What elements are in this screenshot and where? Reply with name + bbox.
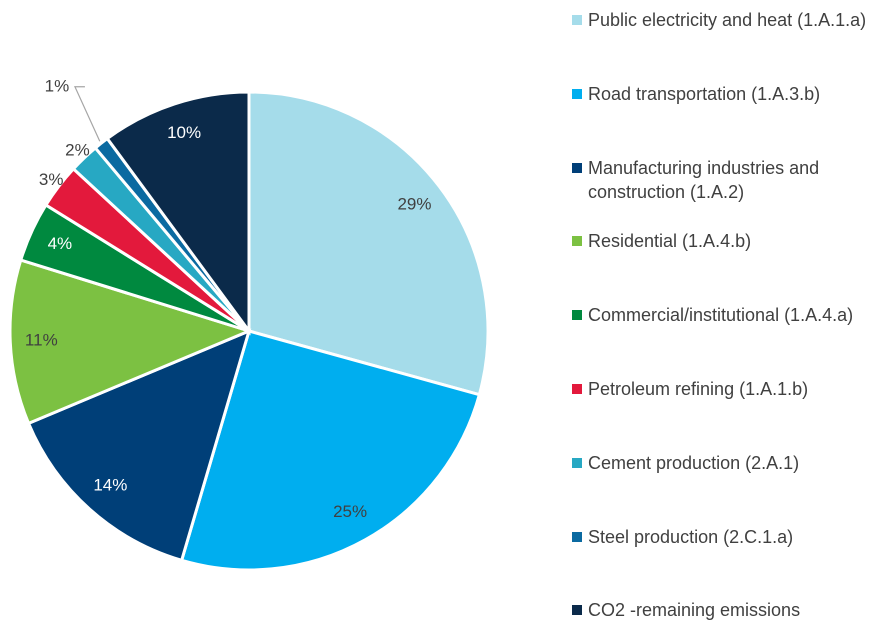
legend-item: Steel production (2.C.1.a) <box>572 525 872 549</box>
legend-item: Commercial/institutional (1.A.4.a) <box>572 303 872 327</box>
legend-item: Manufacturing industries and constructio… <box>572 156 872 204</box>
data-label: 1% <box>45 76 70 95</box>
data-label: 11% <box>25 330 58 349</box>
legend-swatch <box>572 162 582 173</box>
legend-label: CO2 -remaining emissions <box>588 600 801 621</box>
pie-slice <box>26 328 252 563</box>
legend-label: Petroleum refining (1.A.1.b) <box>588 379 809 399</box>
legend-swatch <box>572 384 582 394</box>
legend-item: Petroleum refining (1.A.1.b) <box>572 377 872 401</box>
legend-item: Residential (1.A.4.b) <box>572 229 872 253</box>
legend-label: Steel production (2.C.1.a) <box>588 526 794 547</box>
pie-slice <box>179 329 482 572</box>
legend-label: Commercial/institutional (1.A.4.a) <box>588 305 854 326</box>
legend-item: CO2 -remaining emissions <box>572 598 872 622</box>
legend-label: Residential (1.A.4.b) <box>588 231 752 252</box>
data-label: 10% <box>167 123 201 142</box>
legend-label: Road transportation (1.A.3.b) <box>588 83 821 104</box>
legend-item: Public electricity and heat (1.A.1.a) <box>572 8 872 32</box>
data-label: 25% <box>333 502 367 521</box>
data-label: 4% <box>48 234 73 253</box>
pie-slice <box>8 258 254 426</box>
legend-swatch <box>572 531 582 542</box>
data-label: 2% <box>65 141 90 160</box>
legend-item: Road transportation (1.A.3.b) <box>572 82 872 106</box>
data-label: 29% <box>397 195 431 214</box>
legend-swatch <box>572 310 582 321</box>
pie-slice <box>105 90 251 336</box>
legend-item: Cement production (2.A.1) <box>572 451 872 475</box>
chart: 29% 25% 14% 11% 4% 3%2% 1% 10% <box>8 76 490 572</box>
legend-label: Manufacturing industries and constructio… <box>588 157 820 202</box>
legend-swatch <box>572 15 582 25</box>
pie-slice <box>247 90 490 397</box>
legend-swatch <box>572 605 582 616</box>
legend-swatch <box>572 88 582 99</box>
legend-label: Public electricity and heat (1.A.1.a) <box>588 10 867 30</box>
legend-label: Cement production (2.A.1) <box>588 452 800 473</box>
legend-swatch <box>572 236 582 247</box>
leader-line <box>74 86 101 142</box>
data-label: 3% <box>39 170 64 189</box>
legend-swatch <box>572 457 582 468</box>
data-label: 14% <box>93 475 127 494</box>
